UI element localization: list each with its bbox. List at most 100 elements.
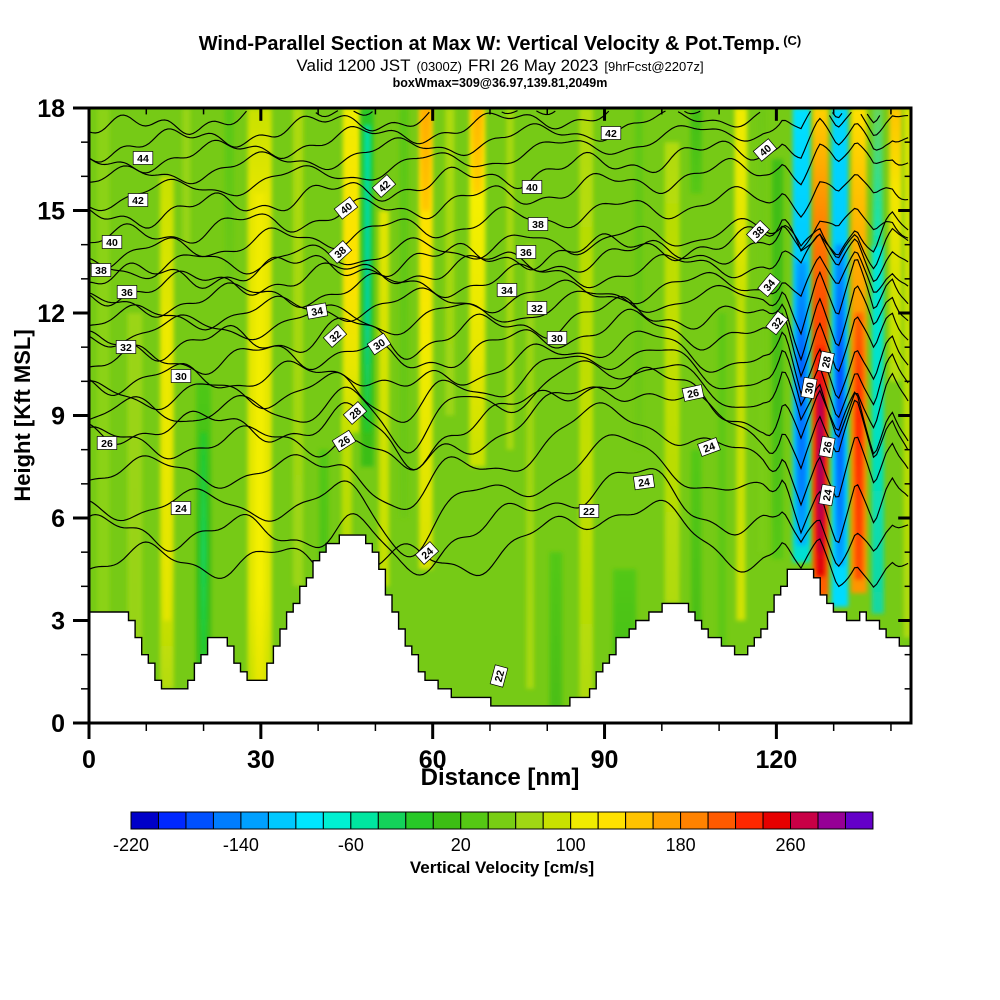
- colorbar-segment: [707, 811, 737, 830]
- velocity-streak: [903, 108, 911, 638]
- colorbar-segment: [350, 811, 379, 830]
- colorbar-tick-label: 180: [666, 835, 696, 855]
- contour-label-value: 30: [551, 333, 563, 345]
- pot-temp-contours: [89, 110, 909, 588]
- colorbar-segment: [570, 811, 599, 830]
- terrain-layer: [89, 534, 911, 723]
- chart-title-units: (C): [783, 33, 802, 48]
- contour-label: 26: [331, 429, 357, 453]
- contour-label-value: 34: [310, 305, 324, 319]
- contour-label: 38: [327, 240, 353, 264]
- contour-label: 32: [115, 340, 137, 354]
- velocity-streak: [399, 108, 409, 518]
- contour-label: 32: [526, 301, 548, 315]
- velocity-streak: [472, 108, 482, 194]
- contour-label: 38: [527, 217, 549, 231]
- velocity-streak: [734, 108, 748, 296]
- velocity-streak: [549, 552, 563, 710]
- colorbar-segment: [515, 811, 544, 830]
- pot-temp-contour-line: [89, 366, 909, 471]
- velocity-streak: [378, 210, 390, 587]
- chart-subtitle-line: Valid 1200 JST (0300Z) FRI 26 May 2023 [9hr…: [0, 56, 1000, 76]
- contour-label-value: 24: [702, 440, 717, 455]
- velocity-streak: [526, 244, 535, 689]
- pot-temp-contour-line: [89, 499, 909, 588]
- velocity-streak: [292, 108, 304, 587]
- colorbar-segment: [652, 811, 682, 830]
- pot-temp-contour-line: [89, 110, 373, 135]
- velocity-streak: [224, 108, 234, 279]
- velocity-streak: [871, 244, 884, 614]
- valid-time-zulu: (0300Z): [416, 59, 462, 74]
- contour-label: 42: [600, 126, 622, 140]
- pot-temp-contour-line: [89, 224, 909, 307]
- colorbar-tick-label: -220: [113, 835, 149, 855]
- colorbar-segment: [844, 811, 874, 830]
- colorbar-tick-label: 260: [775, 835, 805, 855]
- pot-temp-contour-line: [89, 174, 909, 270]
- forecast-tag: [9hrFcst@2207z]: [604, 59, 704, 74]
- contour-label: 26: [681, 384, 705, 402]
- chart-title: Wind-Parallel Section at Max W: Vertical…: [198, 33, 781, 55]
- contour-label-value: 32: [120, 342, 132, 354]
- contour-label-value: 30: [803, 381, 817, 395]
- contour-label-value: 30: [175, 371, 187, 383]
- colorbar-tick-label: -60: [338, 835, 364, 855]
- contour-label-value: 44: [137, 153, 149, 165]
- contour-label-value: 36: [121, 287, 133, 299]
- colorbar-segment: [212, 811, 242, 830]
- contour-label: 34: [305, 302, 329, 320]
- velocity-streak: [445, 108, 455, 416]
- contour-label: 24: [697, 437, 721, 457]
- pot-temp-contour-line: [89, 207, 909, 280]
- velocity-streak: [418, 108, 433, 570]
- velocity-streak: [772, 159, 783, 559]
- colorbar-segment: [130, 811, 159, 830]
- colorbar-segment: [267, 811, 297, 830]
- contour-label: 26: [96, 436, 118, 450]
- contour-label-value: 32: [531, 303, 543, 315]
- valid-date: FRI 26 May 2023: [467, 56, 599, 75]
- colorbar-segment: [597, 811, 627, 830]
- y-tick-label: 6: [51, 505, 65, 533]
- colorbar-segment: [405, 811, 434, 830]
- contour-label: 32: [765, 310, 789, 336]
- contour-label-value: 24: [638, 476, 651, 490]
- contour-label-value: 38: [95, 265, 107, 277]
- pot-temp-contour-line: [89, 349, 909, 423]
- contour-label-value: 26: [101, 438, 113, 450]
- pot-temp-contour-line: [89, 402, 909, 510]
- pot-temp-contour-line: [89, 330, 909, 400]
- contour-label: 32: [322, 324, 348, 348]
- colorbar-segment: [680, 811, 709, 830]
- colorbar-segment: [735, 811, 764, 830]
- chart-title-line: Wind-Parallel Section at Max W: Vertical…: [0, 33, 1000, 56]
- y-tick-label: 15: [37, 198, 65, 226]
- contour-label-value: 34: [501, 285, 513, 297]
- y-tick-label: 0: [51, 710, 65, 738]
- velocity-streak: [835, 244, 845, 566]
- colorbar-segment: [817, 811, 846, 830]
- contour-label-value: 24: [821, 488, 835, 502]
- contour-label: 30: [800, 376, 818, 400]
- contour-label: 24: [632, 473, 656, 491]
- contour-label-value: 22: [493, 669, 508, 684]
- terrain-profile: [89, 534, 911, 723]
- contour-label: 30: [366, 332, 392, 356]
- x-axis-title: Distance [nm]: [421, 764, 580, 791]
- contour-label: 26: [818, 435, 836, 459]
- contour-label: 36: [515, 245, 537, 259]
- boxwmax-annotation: boxWmax=309@36.97,139.81,2049m: [392, 76, 608, 90]
- velocity-streak: [691, 449, 702, 638]
- contour-label: 22: [489, 664, 509, 688]
- contour-label: 24: [170, 501, 192, 515]
- contour-label-value: 40: [526, 182, 538, 194]
- x-tick-label: 30: [247, 746, 275, 774]
- contour-label: 40: [752, 138, 778, 162]
- x-tick-label: 60: [419, 746, 447, 774]
- contour-label: 38: [90, 263, 112, 277]
- pot-temp-contour-line: [89, 233, 909, 318]
- x-tick-label: 120: [756, 746, 798, 774]
- colorbar-segment: [157, 811, 187, 830]
